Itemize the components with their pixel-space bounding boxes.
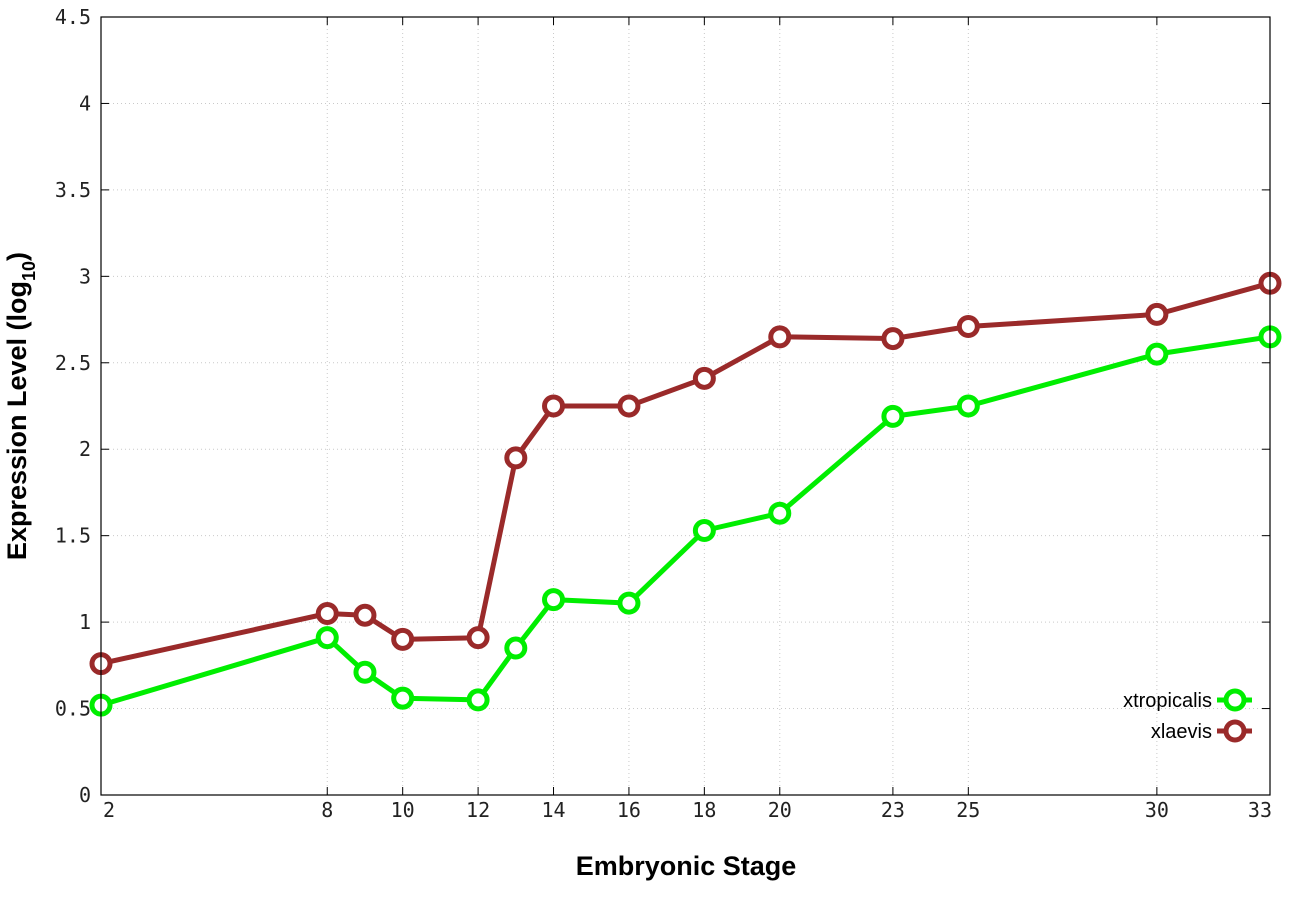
x-tick-label: 8 [321, 798, 333, 822]
data-point-xtropicalis [881, 404, 905, 428]
plot-frame [100, 16, 1271, 796]
y-tick-label: 1.5 [55, 524, 91, 548]
y-tick-label: 4.5 [55, 5, 91, 29]
data-point-xlaevis [391, 627, 415, 651]
x-tick-label: 30 [1145, 798, 1169, 822]
y-tick-label: 0 [79, 783, 91, 807]
data-point-xlaevis [315, 601, 339, 625]
data-point-xlaevis [617, 394, 641, 418]
legend-label-xlaevis: xlaevis [1151, 721, 1212, 743]
data-point-xlaevis [881, 327, 905, 351]
data-point-xtropicalis [391, 686, 415, 710]
y-tick-label: 3 [79, 264, 91, 288]
legend-swatch-marker-xtropicalis [1223, 688, 1247, 712]
y-tick-label: 4 [79, 91, 91, 115]
y-tick-label: 0.5 [55, 697, 91, 721]
x-axis-title: Embryonic Stage [576, 851, 797, 881]
x-tick-label: 18 [692, 798, 716, 822]
plot-series [89, 271, 1282, 717]
legend-swatch-marker-xlaevis [1223, 719, 1247, 743]
x-tick-label: 14 [541, 798, 565, 822]
y-tick-label: 1 [79, 610, 91, 634]
y-axis-title: Expression Level (log10) [2, 252, 39, 560]
series-line-xlaevis [98, 280, 1273, 667]
series-xlaevis [89, 271, 1282, 676]
data-point-xtropicalis [768, 501, 792, 525]
data-point-xtropicalis [1145, 342, 1169, 366]
series-line-xtropicalis [98, 334, 1273, 708]
grid [101, 17, 1270, 795]
data-point-xtropicalis [353, 660, 377, 684]
series-xtropicalis [89, 325, 1282, 717]
y-tick-label: 2 [79, 437, 91, 461]
x-tick-label: 33 [1248, 798, 1272, 822]
data-point-xtropicalis [692, 518, 716, 542]
y-tick-label: 3.5 [55, 178, 91, 202]
data-point-xlaevis [353, 603, 377, 627]
y-tick-label: 2.5 [55, 351, 91, 375]
data-point-xlaevis [466, 626, 490, 650]
x-tick-label: 16 [617, 798, 641, 822]
axis-ticks: 0 0.5 1 1.5 2 2.5 3 3.5 4 4.5 2 8 10 12 14 16 18 20 23 25 30… [55, 5, 1272, 822]
data-point-xlaevis [692, 366, 716, 390]
x-tick-label: 12 [466, 798, 490, 822]
data-point-xtropicalis [466, 688, 490, 712]
y-axis-title-main: Expression Level (log [2, 281, 32, 560]
data-point-xlaevis [1145, 302, 1169, 326]
data-point-xtropicalis [504, 636, 528, 660]
data-point-xtropicalis [956, 394, 980, 418]
data-point-xlaevis [956, 314, 980, 338]
y-axis-title-subscript: 10 [19, 261, 39, 281]
data-point-xlaevis [504, 446, 528, 470]
x-tick-label: 25 [956, 798, 980, 822]
x-tick-label: 20 [768, 798, 792, 822]
data-point-xtropicalis [617, 591, 641, 615]
legend: xtropicalis xlaevis [1123, 688, 1252, 743]
data-point-xtropicalis [542, 588, 566, 612]
data-point-xlaevis [768, 325, 792, 349]
y-axis-title-end: ) [2, 252, 32, 261]
data-point-xtropicalis [315, 626, 339, 650]
x-tick-label: 2 [103, 798, 115, 822]
data-point-xlaevis [542, 394, 566, 418]
x-tick-label: 10 [391, 798, 415, 822]
legend-label-xtropicalis: xtropicalis [1123, 690, 1212, 712]
x-tick-label: 23 [881, 798, 905, 822]
